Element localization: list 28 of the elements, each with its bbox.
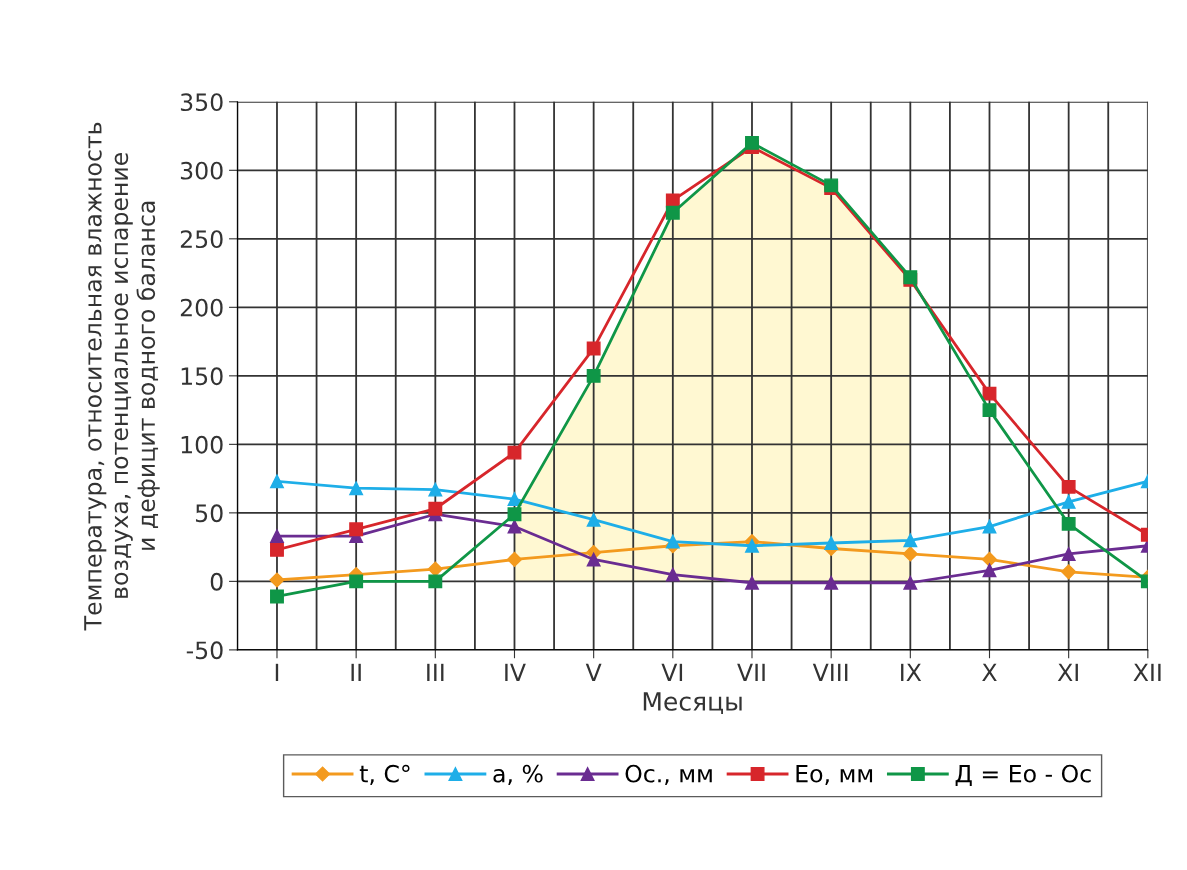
x-tick-label: IX	[901, 663, 922, 682]
y-axis-title: Температура, относительная влажность воздуха, потенциальное испарение и дефицит водного баланса	[84, 122, 160, 631]
x-tick-label: VII	[737, 663, 765, 682]
x-tick-label: IV	[505, 663, 526, 682]
y-tick-label: 100	[181, 435, 223, 454]
y-tick-label: 350	[180, 93, 223, 112]
x-tick-label: X	[982, 663, 997, 682]
x-axis-title: Месяцы	[643, 692, 742, 714]
legend-label: Д = Ео - Ос	[955, 764, 1091, 786]
y-tick-label: 50	[195, 504, 223, 523]
y-tick-label: 300	[180, 161, 223, 180]
legend-label: t, C°	[359, 764, 410, 785]
y-tick-label: 200	[180, 298, 223, 317]
y-tick-label: 150	[181, 367, 223, 386]
x-tick-label: XI	[1057, 663, 1078, 682]
y-tick-label: -50	[186, 641, 223, 660]
x-tick-label: VIII	[812, 663, 848, 682]
x-tick-label: I	[275, 663, 279, 682]
x-tick-label: III	[427, 663, 444, 682]
x-tick-label: II	[351, 663, 361, 682]
x-tick-label: VI	[661, 663, 683, 682]
x-tick-label: XII	[1133, 663, 1161, 682]
y-tick-label: 250	[180, 230, 223, 249]
x-tick-label: V	[585, 663, 602, 682]
legend-label: Ео, мм	[796, 765, 873, 785]
y-tick-label: 0	[210, 572, 223, 591]
legend-label: a, %	[493, 764, 543, 785]
legend-label: Ос., мм	[625, 764, 712, 785]
